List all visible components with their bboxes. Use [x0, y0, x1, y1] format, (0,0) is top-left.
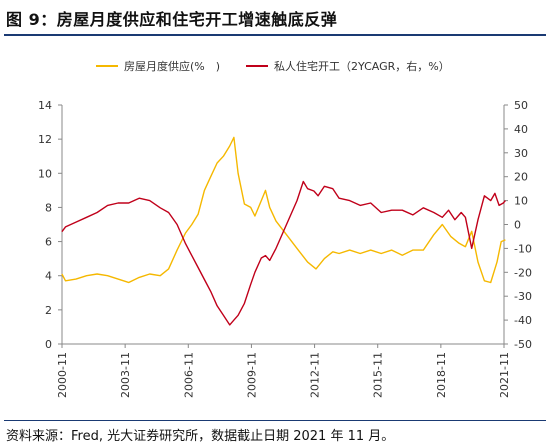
x-tick-label: 2015-11 [372, 352, 385, 398]
left-tick-label: 8 [45, 201, 52, 214]
legend-item-supply-label: 房屋月度供应(% ) [124, 59, 220, 73]
left-tick-label: 6 [45, 236, 52, 249]
x-tick-label: 2009-11 [245, 352, 258, 398]
right-tick-label: -40 [514, 314, 532, 327]
axes: 0 2 4 6 8 10 12 14 -50 -40 -30 -20 -10 0 10 20 30 40 50 200… [38, 99, 532, 398]
x-tick-label: 2000-11 [56, 352, 69, 398]
x-tick-label: 2021-11 [498, 352, 511, 398]
legend: 房屋月度供应(% ) 私人住宅开工（2YCAGR，右，%） [96, 59, 450, 73]
dual-axis-line-chart: 房屋月度供应(% ) 私人住宅开工（2YCAGR，右，%） 0 2 4 6 8 10 12 14… [38, 59, 532, 398]
right-tick-label: 0 [514, 219, 521, 232]
right-tick-label: 20 [514, 171, 528, 184]
right-tick-label: 40 [514, 123, 528, 136]
right-tick-label: -50 [514, 338, 532, 351]
right-tick-label: -30 [514, 290, 532, 303]
x-tick-label: 2012-11 [309, 352, 322, 398]
right-tick-label: 30 [514, 147, 528, 160]
footer-rule [4, 420, 546, 421]
chart-title: 图 9：房屋月度供应和住宅开工增速触底反弹 [6, 10, 338, 29]
legend-item-starts-label: 私人住宅开工（2YCAGR，右，%） [274, 59, 450, 73]
left-tick-label: 4 [45, 270, 52, 283]
title-rule [4, 34, 546, 36]
left-tick-label: 10 [38, 167, 52, 180]
left-tick-label: 0 [45, 338, 52, 351]
left-tick-label: 14 [38, 99, 52, 112]
series-line-starts [61, 180, 506, 326]
series-line-supply [61, 136, 506, 284]
x-tick-label: 2003-11 [119, 352, 132, 398]
left-tick-label: 2 [45, 304, 52, 317]
x-tick-label: 2006-11 [182, 352, 195, 398]
right-tick-label: -10 [514, 242, 532, 255]
x-tick-label: 2018-11 [435, 352, 448, 398]
source-note: 资料来源：Fred, 光大证券研究所，数据截止日期 2021 年 11 月。 [6, 429, 395, 444]
right-tick-label: -20 [514, 266, 532, 279]
right-tick-label: 10 [514, 195, 528, 208]
left-tick-label: 12 [38, 133, 52, 146]
right-tick-label: 50 [514, 99, 528, 112]
series-lines [61, 136, 506, 326]
